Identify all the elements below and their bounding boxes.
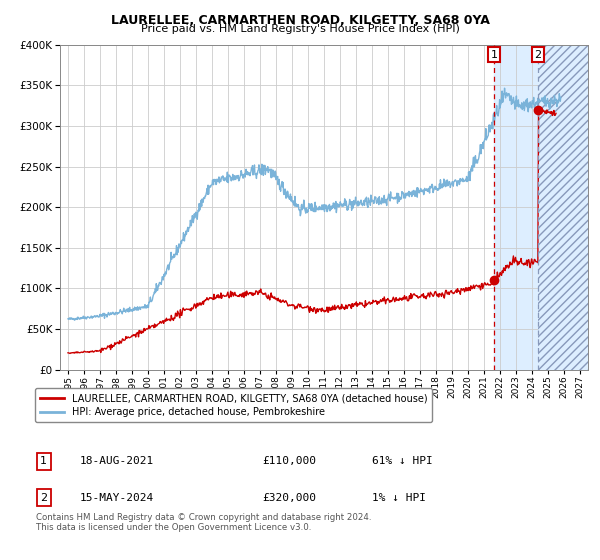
Text: 1: 1: [490, 49, 497, 59]
Text: 15-MAY-2024: 15-MAY-2024: [80, 493, 154, 503]
Bar: [494, 45, 588, 370]
Text: £110,000: £110,000: [262, 456, 316, 466]
Text: 1: 1: [40, 456, 47, 466]
Text: 18-AUG-2021: 18-AUG-2021: [80, 456, 154, 466]
Text: 2: 2: [40, 493, 47, 503]
Text: £320,000: £320,000: [262, 493, 316, 503]
Text: Contains HM Land Registry data © Crown copyright and database right 2024.
This d: Contains HM Land Registry data © Crown c…: [35, 512, 371, 532]
Bar: [538, 45, 588, 370]
Text: 61% ↓ HPI: 61% ↓ HPI: [372, 456, 433, 466]
Text: Price paid vs. HM Land Registry's House Price Index (HPI): Price paid vs. HM Land Registry's House …: [140, 24, 460, 34]
Text: 2: 2: [535, 49, 541, 59]
Text: 1% ↓ HPI: 1% ↓ HPI: [372, 493, 426, 503]
Legend: LAURELLEE, CARMARTHEN ROAD, KILGETTY, SA68 0YA (detached house), HPI: Average pr: LAURELLEE, CARMARTHEN ROAD, KILGETTY, SA…: [35, 389, 432, 422]
Text: LAURELLEE, CARMARTHEN ROAD, KILGETTY, SA68 0YA: LAURELLEE, CARMARTHEN ROAD, KILGETTY, SA…: [110, 14, 490, 27]
